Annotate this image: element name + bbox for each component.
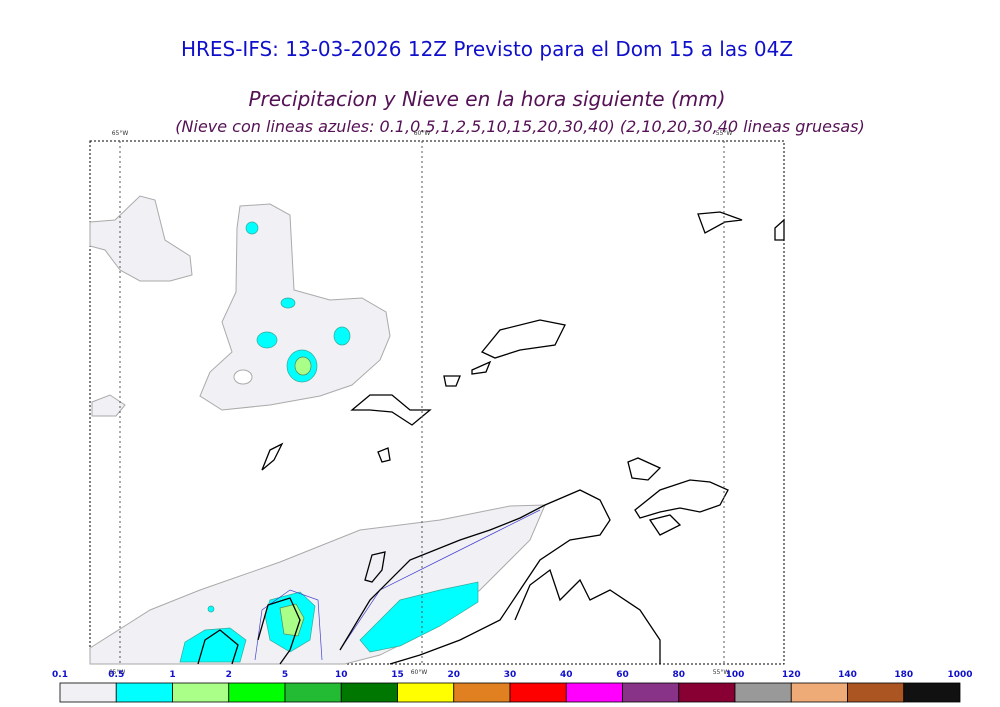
colorbar-box <box>228 682 286 703</box>
colorbar-label: 10 <box>335 670 348 680</box>
colorbar-label: 2 <box>226 670 232 680</box>
precip-cell <box>359 581 479 653</box>
colorbar-label: 120 <box>782 670 801 680</box>
meridian-label: 60°W <box>411 669 428 676</box>
map: 65°W 65°W 60°W 60°W 55°W 55°W <box>89 130 785 676</box>
subtitle: Precipitacion y Nieve en la hora siguien… <box>248 87 725 111</box>
precip-cell <box>245 221 259 235</box>
coastline <box>197 211 785 665</box>
meridian-label: 65°W <box>112 130 129 137</box>
colorbar-box <box>453 682 511 703</box>
precip-hole <box>233 369 253 385</box>
colorbar-label: 0.5 <box>108 670 124 680</box>
colorbar-label: 1 <box>169 670 175 680</box>
precip-cell <box>207 605 215 613</box>
colorbar-label: 0.1 <box>52 670 68 680</box>
precip-area <box>91 394 126 417</box>
colorbar-label: 40 <box>560 670 573 680</box>
colorbar-box <box>903 682 961 703</box>
colorbar-box <box>678 682 736 703</box>
colorbar-box <box>340 682 398 703</box>
colorbar-label: 80 <box>672 670 685 680</box>
colorbar-label: 180 <box>894 670 913 680</box>
colorbar-box <box>565 682 623 703</box>
colorbar-box <box>172 682 230 703</box>
precip-area <box>89 195 193 282</box>
precip-cell <box>256 331 278 349</box>
meridian-label: 55°W <box>716 130 733 137</box>
colorbar-box <box>284 682 342 703</box>
colorbar-box <box>509 682 567 703</box>
colorbar-label: 30 <box>504 670 517 680</box>
precip-cell <box>333 326 351 346</box>
colorbar-box <box>622 682 680 703</box>
colorbar: 0.1 0.5 1 2 5 10 15 20 30 40 60 80 100 120 140 180 1000 <box>52 670 973 703</box>
meridian-label: 60°W <box>414 130 431 137</box>
colorbar-box <box>397 682 455 703</box>
precip-area <box>199 203 391 411</box>
colorbar-box <box>790 682 848 703</box>
meridian-label: 55°W <box>713 669 730 676</box>
coastline <box>364 551 386 583</box>
meridian-label: 65°W <box>109 669 126 676</box>
colorbar-box <box>734 682 792 703</box>
precip-cell <box>294 356 312 376</box>
colorbar-label: 100 <box>726 670 745 680</box>
precip-cell <box>280 297 296 309</box>
note: (Nieve con lineas azules: 0.1,0.5,1,2,5,… <box>175 117 864 136</box>
colorbar-box <box>115 682 173 703</box>
snow-contour <box>254 509 541 661</box>
colorbar-label: 20 <box>447 670 460 680</box>
title: HRES-IFS: 13-03-2026 12Z Previsto para e… <box>181 37 793 61</box>
colorbar-label: 5 <box>282 670 288 680</box>
colorbar-label: 1000 <box>947 670 972 680</box>
meridians: 65°W 65°W 60°W 60°W 55°W 55°W <box>109 130 733 676</box>
colorbar-label: 140 <box>838 670 857 680</box>
colorbar-box <box>847 682 905 703</box>
colorbar-label: 60 <box>616 670 629 680</box>
colorbar-label: 15 <box>391 670 404 680</box>
precip-cell <box>179 627 247 663</box>
colorbar-box <box>59 682 117 703</box>
